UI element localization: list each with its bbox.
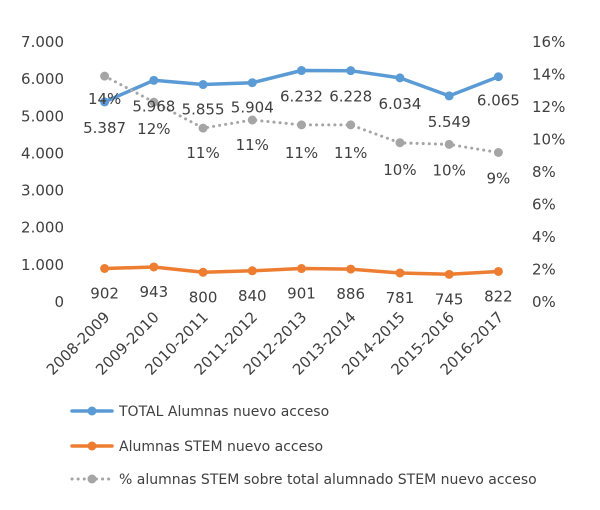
legend: TOTAL Alumnas nuevo acceso Alumnas STEM n… [70, 404, 537, 488]
legend-swatch-marker [87, 406, 97, 416]
data-point [493, 72, 503, 82]
left-axis-ticks: 0 1.000 2.000 3.000 4.000 5.000 6.000 7.000 [21, 33, 64, 311]
category-labels: 2008-20092009-20102010-20112011-20122012… [43, 308, 507, 379]
right-tick-label: 10% [532, 131, 565, 149]
data-label: 6.065 [477, 92, 520, 110]
data-label: 11% [236, 136, 269, 154]
data-point [198, 80, 208, 90]
data-label: 11% [285, 144, 318, 162]
data-label: 902 [90, 284, 119, 302]
legend-label: % alumnas STEM sobre total alumnado STEM… [119, 472, 537, 488]
data-label: 5.968 [132, 97, 175, 115]
data-point [100, 97, 110, 107]
data-label: 886 [336, 285, 365, 303]
data-point [247, 78, 257, 88]
data-point [395, 73, 405, 83]
left-tick-label: 7.000 [21, 33, 64, 51]
left-tick-label: 4.000 [21, 144, 64, 162]
data-label: 840 [238, 287, 267, 305]
data-point [444, 269, 454, 279]
data-point [149, 75, 159, 85]
data-label: 745 [435, 290, 464, 308]
data-label: 800 [189, 288, 218, 306]
data-point [493, 266, 503, 276]
legend-label: TOTAL Alumnas nuevo acceso [118, 404, 329, 420]
data-label: 6.034 [378, 95, 421, 113]
left-tick-label: 3.000 [21, 182, 64, 200]
data-point [198, 123, 208, 133]
data-label: 10% [432, 161, 465, 179]
right-tick-label: 14% [532, 66, 565, 84]
data-point [247, 115, 257, 125]
right-tick-label: 8% [532, 163, 556, 181]
data-point [444, 91, 454, 101]
right-tick-label: 16% [532, 33, 565, 51]
data-label: 11% [334, 144, 367, 162]
left-tick-label: 2.000 [21, 219, 64, 237]
data-point [346, 264, 356, 274]
data-point [198, 267, 208, 277]
data-point [149, 262, 159, 272]
data-point [493, 148, 503, 157]
left-tick-label: 1.000 [21, 256, 64, 274]
legend-swatch-marker [87, 441, 97, 451]
data-label: 5.855 [182, 101, 225, 119]
data-label: 12% [137, 120, 170, 138]
data-point [100, 71, 110, 81]
data-point [297, 66, 306, 76]
data-point [395, 138, 405, 148]
series-line-3 [103, 74, 500, 154]
data-label: 5.549 [428, 113, 471, 131]
right-axis-ticks: 0% 2% 4% 6% 8% 10% 12% 14% 16% [532, 33, 565, 311]
data-label: 6.232 [280, 88, 323, 106]
data-point [346, 120, 356, 130]
data-label: 11% [186, 144, 219, 162]
left-tick-label: 0 [54, 293, 64, 311]
right-tick-label: 4% [532, 228, 556, 246]
left-tick-label: 5.000 [21, 107, 64, 125]
series-markers [100, 66, 503, 279]
data-point [247, 266, 257, 276]
right-tick-label: 2% [532, 261, 556, 279]
data-label: 14% [88, 90, 121, 108]
legend-label: Alumnas STEM nuevo acceso [119, 439, 323, 455]
data-label: 9% [486, 170, 510, 188]
left-tick-label: 6.000 [21, 70, 64, 88]
data-label: 901 [287, 285, 316, 303]
right-tick-label: 0% [532, 293, 556, 311]
data-point [297, 120, 306, 130]
data-point [297, 264, 306, 274]
right-tick-label: 12% [532, 98, 565, 116]
data-point [395, 268, 405, 278]
data-label: 10% [383, 161, 416, 179]
data-point [444, 139, 454, 149]
data-point [346, 66, 356, 76]
data-point [100, 263, 110, 273]
data-label: 943 [140, 283, 169, 301]
data-labels: 902 943 800 840 901 886 781 745 822 14% 12% 11% 11% 1… [83, 88, 520, 309]
data-label: 5.904 [231, 99, 274, 117]
legend-swatch-marker [87, 474, 97, 484]
data-label: 6.228 [329, 88, 372, 106]
data-label: 781 [386, 289, 415, 307]
data-label: 822 [484, 287, 513, 305]
data-label: 5.387 [83, 119, 126, 137]
right-tick-label: 6% [532, 196, 556, 214]
data-point [149, 97, 159, 107]
